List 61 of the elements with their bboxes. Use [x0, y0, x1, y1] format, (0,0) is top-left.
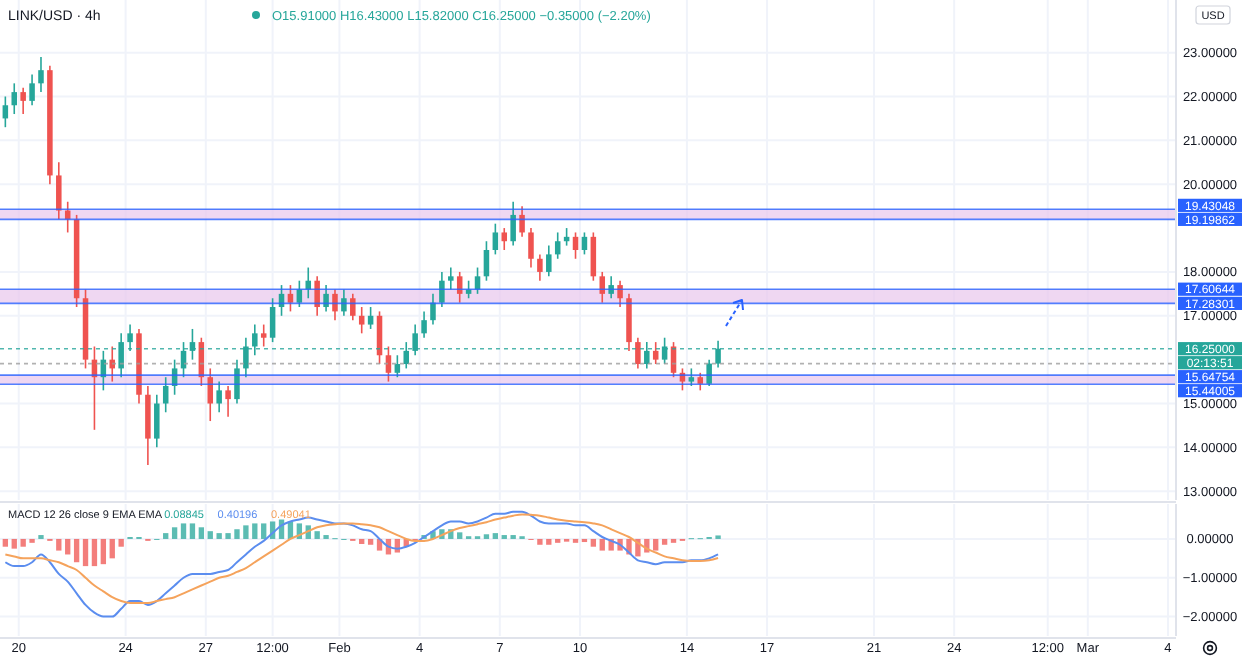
candlestick [501, 227, 508, 251]
candlestick [635, 336, 641, 370]
bar [2, 538, 9, 547]
candlestick [109, 345, 116, 383]
candlestick [537, 253, 543, 282]
candlestick [154, 393, 160, 449]
bar [590, 538, 597, 547]
candlestick [492, 222, 499, 256]
bar [492, 533, 499, 539]
candlestick [483, 240, 490, 282]
bar [653, 538, 659, 551]
bar [91, 538, 98, 567]
candlestick [358, 306, 365, 335]
candlestick [29, 73, 35, 107]
bar [457, 532, 463, 539]
candlestick [626, 293, 632, 352]
bar [171, 527, 178, 539]
candlestick [332, 288, 338, 321]
candlestick [528, 227, 534, 269]
candlestick [225, 385, 231, 418]
line-series [4, 510, 720, 618]
candlestick [510, 200, 516, 247]
candlestick [207, 367, 214, 422]
candlestick [448, 266, 454, 291]
candlestick [385, 345, 392, 383]
bar [163, 533, 169, 539]
bar [367, 538, 374, 545]
candlestick [260, 323, 267, 348]
candlestick [269, 297, 276, 343]
bar [73, 538, 80, 563]
candlestick [439, 271, 445, 308]
candlestick [367, 306, 374, 330]
candlestick [323, 284, 329, 313]
candlestick [341, 288, 347, 317]
bar [65, 538, 71, 555]
candlestick [38, 56, 44, 93]
candlestick [421, 310, 427, 339]
candlestick [617, 279, 623, 308]
candlestick [546, 244, 552, 278]
candlestick [519, 205, 525, 238]
candlestick [430, 293, 436, 326]
bar [198, 527, 205, 539]
candlestick [20, 86, 26, 115]
candlestick [652, 341, 659, 365]
candlestick [350, 293, 356, 321]
bar [180, 523, 187, 539]
bar [661, 538, 668, 545]
candlestick [287, 284, 294, 313]
candlestick [216, 380, 222, 414]
candlestick [11, 82, 18, 115]
bar [100, 538, 107, 565]
bar [261, 523, 267, 539]
candlestick [394, 354, 401, 378]
bar [82, 538, 89, 567]
bar [189, 523, 196, 539]
candlestick [56, 161, 62, 221]
bar [359, 538, 365, 544]
candlestick [599, 271, 606, 304]
line-series [4, 513, 720, 604]
candlestick [145, 385, 151, 466]
candlestick [162, 376, 169, 414]
